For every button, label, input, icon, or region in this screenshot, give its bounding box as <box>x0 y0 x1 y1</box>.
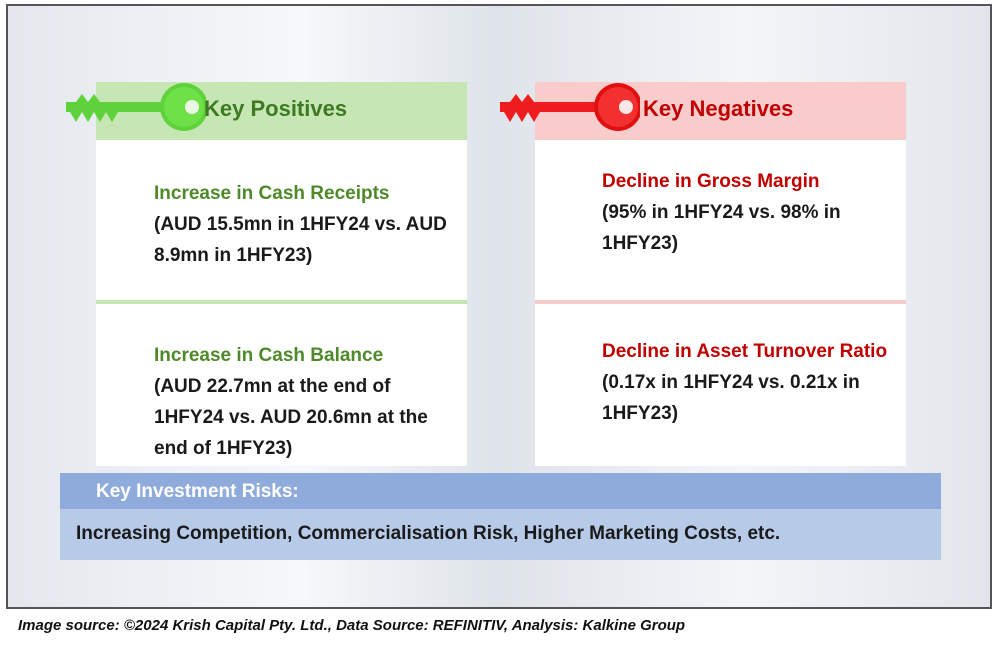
negative-item-1-detail: (95% in 1HFY24 vs. 98% in 1HFY23) <box>602 202 841 254</box>
green-key-icon <box>66 83 206 131</box>
key-negatives-column: Key Negatives Decline in Gross Margin (9… <box>500 82 906 466</box>
positive-item-1-detail: (AUD 15.5mn in 1HFY24 vs. AUD 8.9mn in 1… <box>154 214 447 266</box>
red-key-icon <box>500 83 640 131</box>
key-positives-title: Key Positives <box>204 96 348 121</box>
positive-item-2: Increase in Cash Balance (AUD 22.7mn at … <box>96 300 467 466</box>
key-positives-column: Key Positives Increase in Cash Receipts … <box>66 82 467 466</box>
image-source-caption: Image source: ©2024 Krish Capital Pty. L… <box>18 617 686 634</box>
negative-item-2-headline: Decline in Asset Turnover Ratio <box>602 341 888 362</box>
key-negatives-title: Key Negatives <box>643 96 794 121</box>
negative-item-1: Decline in Gross Margin (95% in 1HFY24 v… <box>535 140 906 300</box>
key-negatives-header: Key Negatives <box>500 82 906 140</box>
key-investment-risks-box: Key Investment Risks: Increasing Competi… <box>60 473 941 560</box>
negative-item-1-headline: Decline in Gross Margin <box>602 171 820 192</box>
infographic-panel: Key Positives Increase in Cash Receipts … <box>6 4 992 609</box>
negative-item-2: Decline in Asset Turnover Ratio (0.17x i… <box>535 300 906 466</box>
positive-item-1: Increase in Cash Receipts (AUD 15.5mn in… <box>96 140 467 300</box>
positive-item-2-headline: Increase in Cash Balance <box>154 345 384 366</box>
key-investment-risks-text: Increasing Competition, Commercialisatio… <box>76 523 781 544</box>
key-investment-risks-title: Key Investment Risks: <box>60 473 941 509</box>
negative-item-2-detail: (0.17x in 1HFY24 vs. 0.21x in 1HFY23) <box>602 372 860 424</box>
positive-item-2-detail: (AUD 22.7mn at the end of 1HFY24 vs. AUD… <box>154 376 428 459</box>
positive-item-1-headline: Increase in Cash Receipts <box>154 183 390 204</box>
key-positives-header: Key Positives <box>66 82 467 140</box>
